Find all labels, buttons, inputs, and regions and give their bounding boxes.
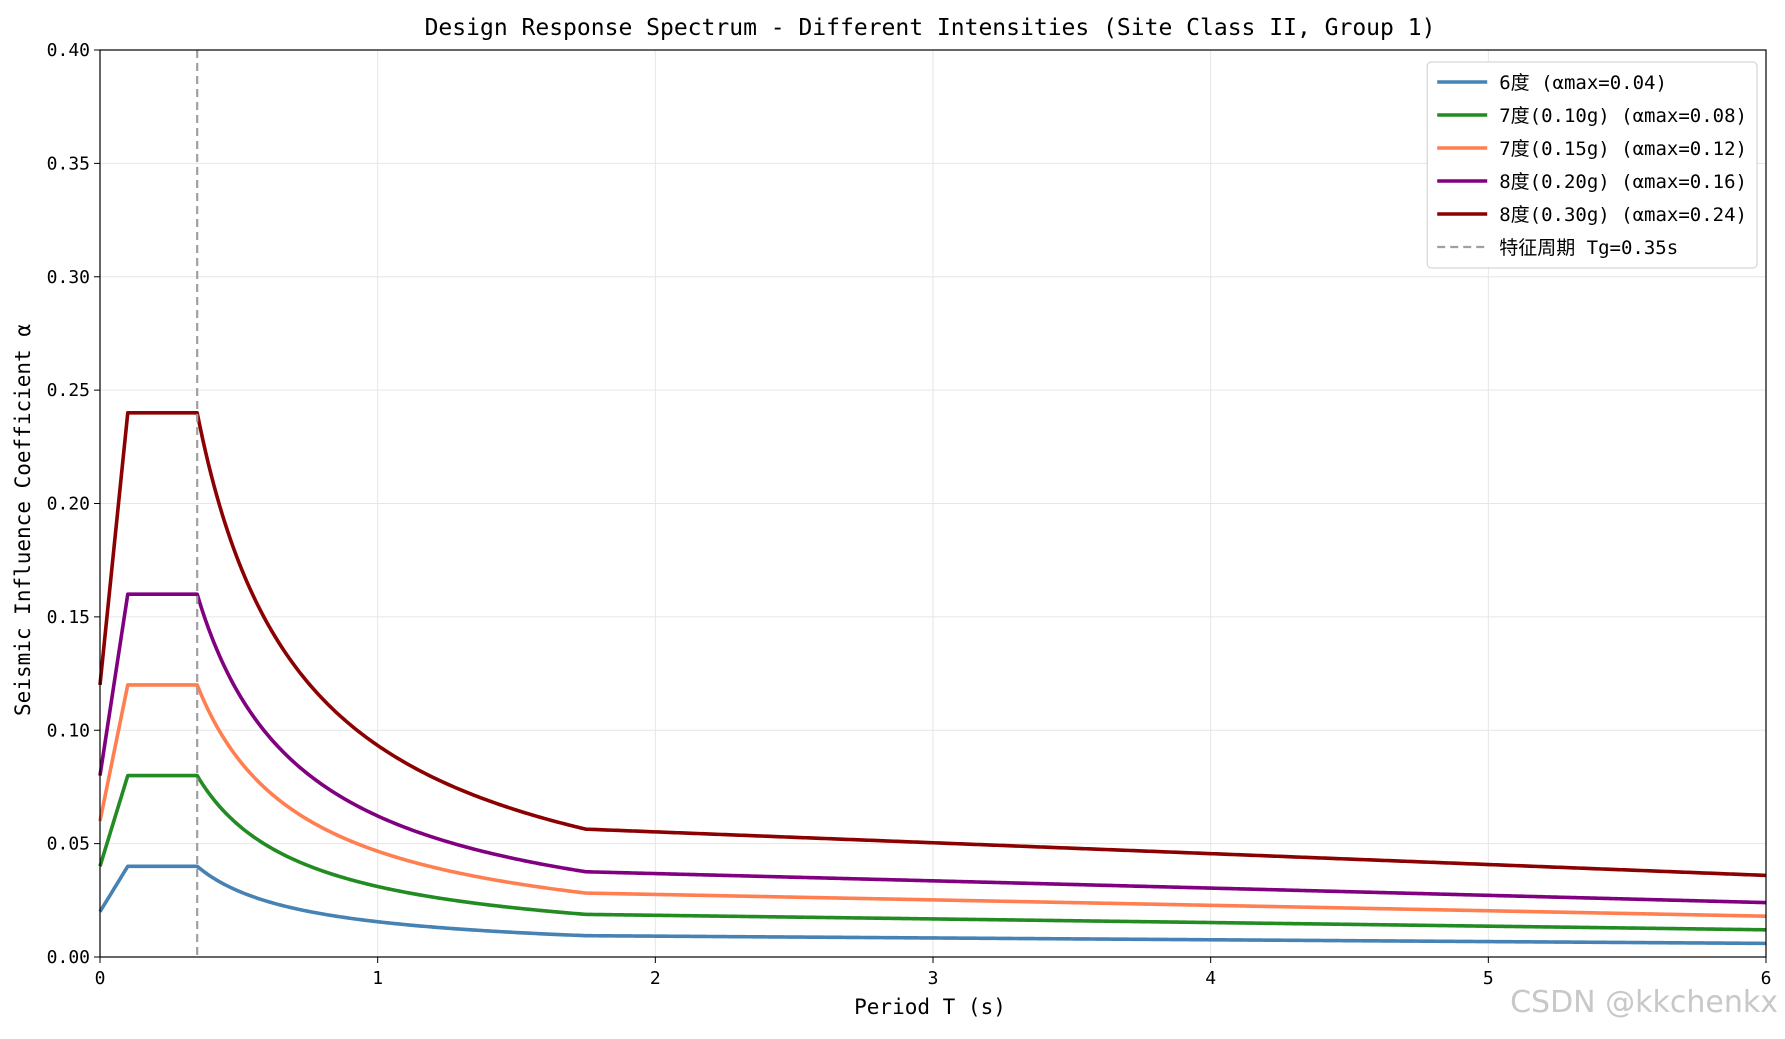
x-tick-label: 4	[1205, 968, 1216, 989]
chart-title: Design Response Spectrum - Different Int…	[425, 15, 1436, 41]
watermark: CSDN @kkchenkx	[1510, 985, 1778, 1020]
y-tick-label: 0.15	[47, 607, 90, 628]
x-axis-title: Period T (s)	[854, 995, 1006, 1019]
x-tick-label: 2	[650, 968, 661, 989]
series-line	[98, 683, 1767, 919]
y-tick-label: 0.30	[47, 267, 90, 288]
legend-label: 8度(0.20g) (αmax=0.16)	[1499, 171, 1747, 193]
x-tick-label: 6	[1761, 968, 1772, 989]
plot-frame	[99, 49, 1767, 958]
y-tick-label: 0.25	[47, 380, 90, 401]
x-tick-label: 1	[372, 968, 383, 989]
y-tick-label: 0.35	[47, 153, 90, 174]
y-tick-label: 0.20	[47, 494, 90, 515]
legend-label: 7度(0.15g) (αmax=0.12)	[1499, 138, 1747, 160]
x-tick-label: 3	[928, 968, 939, 989]
x-tick-label: 0	[95, 968, 106, 989]
y-tick-label: 0.00	[47, 947, 90, 968]
series-lines	[98, 50, 1767, 957]
legend-label: 7度(0.10g) (αmax=0.08)	[1499, 105, 1747, 127]
legend: 6度 (αmax=0.04) 7度(0.10g) (αmax=0.08) 7度(0.…	[1426, 61, 1758, 269]
y-axis-title: Seismic Influence Coefficient α	[11, 324, 35, 716]
x-tick-label: 5	[1483, 968, 1494, 989]
y-tick-label: 0.10	[47, 720, 90, 741]
series-line	[98, 773, 1767, 932]
legend-box	[1426, 61, 1758, 269]
series-line	[98, 592, 1767, 905]
series-line	[98, 864, 1767, 946]
legend-label: 特征周期 Tg=0.35s	[1499, 237, 1678, 259]
legend-label: 8度(0.30g) (αmax=0.24)	[1499, 204, 1747, 226]
legend-label: 6度 (αmax=0.04)	[1499, 72, 1667, 94]
series-line	[98, 410, 1767, 878]
y-tick-label: 0.05	[47, 834, 90, 855]
y-tick-label: 0.40	[47, 40, 90, 61]
axes: 0 1 2 3 4 5 6 0.00 0.05 0.10 0.15 0.20 0.25 0.30 0.35 0…	[47, 40, 1772, 989]
